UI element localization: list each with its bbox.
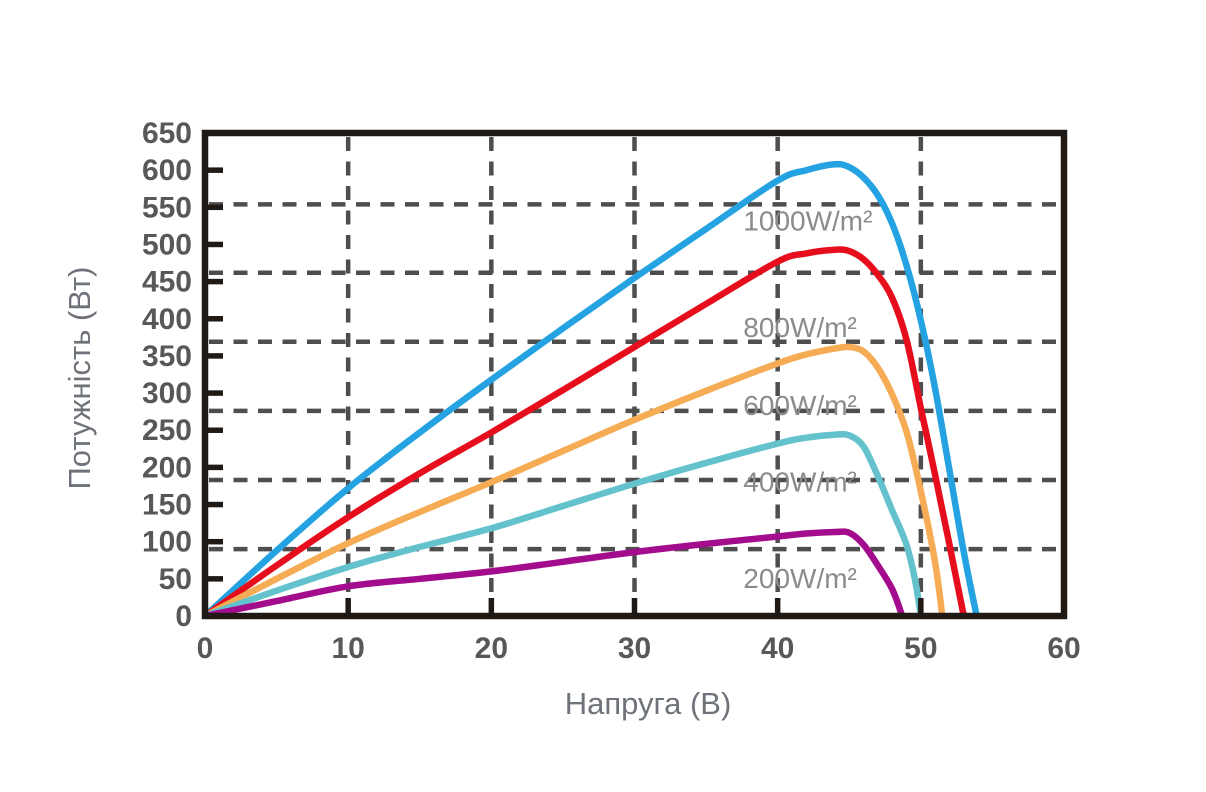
x-tick-label: 50 <box>904 632 937 665</box>
series-label-s600: 600W/m² <box>743 390 857 421</box>
y-tick-label: 650 <box>142 117 192 150</box>
series-line-s600 <box>203 343 946 619</box>
series-label-s1000: 1000W/m² <box>743 206 872 237</box>
series-label-s200: 200W/m² <box>743 563 857 594</box>
y-tick-label: 450 <box>142 266 192 299</box>
series-line-s200 <box>204 528 906 620</box>
y-tick-label: 200 <box>142 451 192 484</box>
y-axis-title: Потужність (Вт) <box>62 267 97 490</box>
y-tick-label: 550 <box>142 191 192 224</box>
y-tick-label: 300 <box>142 377 192 410</box>
series-label-s800: 800W/m² <box>743 312 857 343</box>
y-tick-label: 150 <box>142 489 192 522</box>
x-tick-label: 10 <box>331 632 364 665</box>
series-line-s400 <box>203 430 925 620</box>
y-tick-label: 600 <box>142 154 192 187</box>
x-tick-label: 0 <box>197 632 214 665</box>
chart-generated-content: 1000W/m² 800W/m² 600W/m² 400W/m² 200W/m² 0 10 2… <box>142 117 1081 665</box>
series-label-s400: 400W/m² <box>743 467 857 498</box>
y-tick-label: 100 <box>142 526 192 559</box>
y-tick-label: 250 <box>142 414 192 447</box>
x-tick-label: 60 <box>1047 632 1080 665</box>
y-tick-label: 50 <box>159 563 192 596</box>
x-tick-label: 30 <box>618 632 651 665</box>
x-tick-label: 40 <box>761 632 794 665</box>
y-tick-label: 0 <box>175 600 192 633</box>
y-tick-label: 350 <box>142 340 192 373</box>
series-line-s1000 <box>202 160 980 619</box>
series-line-s800 <box>203 246 967 619</box>
x-axis-title: Напруга (В) <box>565 686 732 721</box>
y-tick-label: 400 <box>142 303 192 336</box>
x-tick-label: 20 <box>475 632 508 665</box>
plot-frame <box>201 129 1068 620</box>
y-tick-label: 500 <box>142 228 192 261</box>
